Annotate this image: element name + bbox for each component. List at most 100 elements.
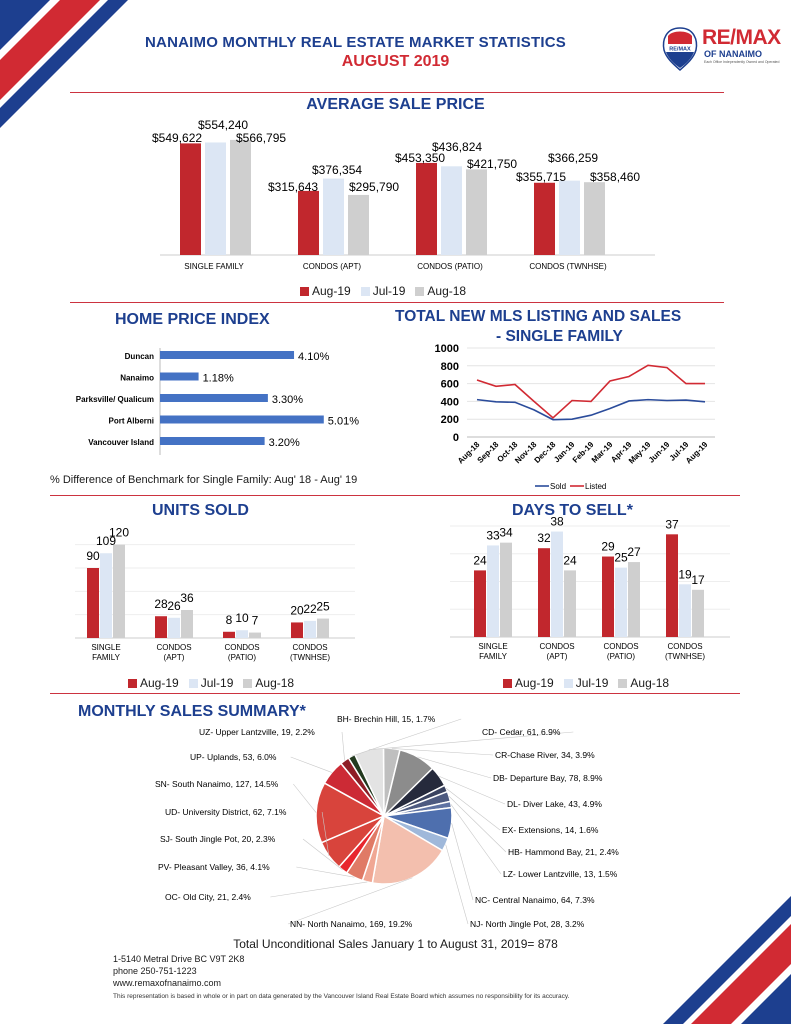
bar-aug18 <box>348 194 369 255</box>
mls-title-line2: - SINGLE FAMILY <box>496 328 623 345</box>
value-label: 28 <box>154 597 168 611</box>
leader-line <box>302 838 343 871</box>
y-tick-label: 400 <box>441 396 459 408</box>
bar-jul19 <box>236 630 248 638</box>
bar-aug18 <box>113 544 125 638</box>
days-to-sell-legend: Aug-19 Jul-19 Aug-18 <box>503 676 669 690</box>
leader-line <box>293 783 317 813</box>
value-label: 1.18% <box>203 373 234 385</box>
leader-line <box>448 796 507 853</box>
value-label: 37 <box>665 517 679 531</box>
days-to-sell-title: DAYS TO SELL* <box>512 502 633 519</box>
legend-jul19: Jul-19 <box>563 676 608 690</box>
value-label: 90 <box>86 549 100 563</box>
footer-disclaimer: This representation is based in whole or… <box>113 993 570 1000</box>
avg-price-title: AVERAGE SALE PRICE <box>306 96 485 113</box>
bar-aug19 <box>87 568 99 638</box>
category-label: FAMILY <box>479 652 508 661</box>
y-tick-label: 1000 <box>435 343 459 355</box>
slice-label: HB- Hammond Bay, 21, 2.4% <box>508 847 619 857</box>
bar-jul19 <box>304 620 316 638</box>
x-tick-label: Aug-19 <box>684 440 710 466</box>
units-sold-legend: Aug-19 Jul-19 Aug-18 <box>128 676 294 690</box>
value-label: $554,240 <box>198 118 248 132</box>
category-label: CONDOS <box>539 642 574 651</box>
slice-label: SN- South Nanaimo, 127, 14.5% <box>155 779 279 789</box>
leader-line <box>368 731 574 751</box>
value-label: $436,824 <box>432 140 482 154</box>
page-title: NANAIMO MONTHLY REAL ESTATE MARKET STATI… <box>145 34 566 51</box>
footer-contact: 1-5140 Metral Drive BC V9T 2K8 phone 250… <box>113 953 244 989</box>
bar-aug19 <box>666 534 678 637</box>
divider-header <box>70 92 724 93</box>
category-label: SINGLE <box>478 642 507 651</box>
bar-aug18 <box>317 618 329 638</box>
value-label: 26 <box>167 599 181 613</box>
leader-line <box>296 866 355 878</box>
mls-title-line1: TOTAL NEW MLS LISTING AND SALES <box>395 308 682 325</box>
category-label: FAMILY <box>92 653 121 662</box>
category-label: (TWNHSE) <box>290 653 330 662</box>
value-label: $355,715 <box>516 170 566 184</box>
footer-phone: phone 250-751-1223 <box>113 966 197 976</box>
category-label: CONDOS <box>156 643 191 652</box>
value-label: $366,259 <box>548 151 598 165</box>
balloon-icon: RE/MAX <box>662 27 698 72</box>
leader-line <box>287 877 413 925</box>
bar-jul19 <box>559 180 580 255</box>
hpi-footnote: % Difference of Benchmark for Single Fam… <box>50 474 358 486</box>
leader-line <box>321 811 330 856</box>
footer-website[interactable]: www.remaxofnanaimo.com <box>113 978 222 988</box>
y-tick-label: 600 <box>441 379 459 391</box>
hpi-title: HOME PRICE INDEX <box>115 311 270 328</box>
legend-jul19: Jul-19 <box>360 284 405 298</box>
units-sold-title: UNITS SOLD <box>152 502 249 519</box>
value-label: 20 <box>290 603 304 617</box>
leader-line <box>451 823 474 901</box>
value-label: 27 <box>627 545 641 559</box>
bar-aug19 <box>223 631 235 638</box>
x-tick-label: Jun-19 <box>647 440 672 465</box>
leader-line <box>290 756 332 773</box>
value-label: 4.10% <box>298 351 329 363</box>
category-label: (TWNHSE) <box>665 652 705 661</box>
slice-label: NJ- North Jingle Pot, 28, 3.2% <box>470 919 585 929</box>
bar-jul19 <box>441 166 462 255</box>
slice-label: CD- Cedar, 61, 6.9% <box>482 727 561 737</box>
page-subtitle: AUGUST 2019 <box>341 53 450 70</box>
divider-3 <box>50 693 740 694</box>
bar-aug19 <box>298 190 319 255</box>
value-label: 5.01% <box>328 416 359 428</box>
bar-jul19 <box>487 545 499 637</box>
y-tick-label: 800 <box>441 361 459 373</box>
hpi-chart: Duncan 4.10% Nanaimo 1.18% Parksville/ Quali… <box>76 348 359 455</box>
value-label: 29 <box>601 540 615 554</box>
bar-jul19 <box>205 142 226 255</box>
hpi-bar <box>160 415 324 424</box>
slice-label: EX- Extensions, 14, 1.6% <box>502 825 599 835</box>
leader-line <box>445 788 501 831</box>
value-label: 8 <box>226 613 233 627</box>
category-label: Parksville/ Qualicum <box>76 395 154 404</box>
category-label: CONDOS (TWNHSE) <box>529 262 607 271</box>
value-label: $376,354 <box>312 163 362 177</box>
hpi-bar <box>160 351 295 359</box>
category-label: Vancouver Island <box>88 438 154 447</box>
value-label: 10 <box>235 611 249 625</box>
category-label: CONDOS <box>667 642 702 651</box>
legend-aug18: Aug-18 <box>618 676 669 690</box>
leader-line <box>270 881 368 898</box>
value-label: 32 <box>537 531 551 545</box>
bar-aug18 <box>584 182 605 255</box>
y-tick-label: 200 <box>441 414 459 426</box>
value-label: 36 <box>180 591 194 605</box>
remax-logo: RE/MAX RE/MAX OF NANAIMO Each Office Ind… <box>660 26 790 78</box>
value-label: $315,643 <box>268 180 318 194</box>
mls-chart: 10008006004002000Aug-18Sep-18Oct-18Nov-1… <box>435 343 715 491</box>
slice-label: DL- Diver Lake, 43, 4.9% <box>507 799 602 809</box>
category-label: Port Alberni <box>109 417 154 426</box>
slice-label: OC- Old City, 21, 2.4% <box>165 892 251 902</box>
legend-aug18: Aug-18 <box>415 284 466 298</box>
slice-label: LZ- Lower Lantzville, 13, 1.5% <box>503 869 618 879</box>
